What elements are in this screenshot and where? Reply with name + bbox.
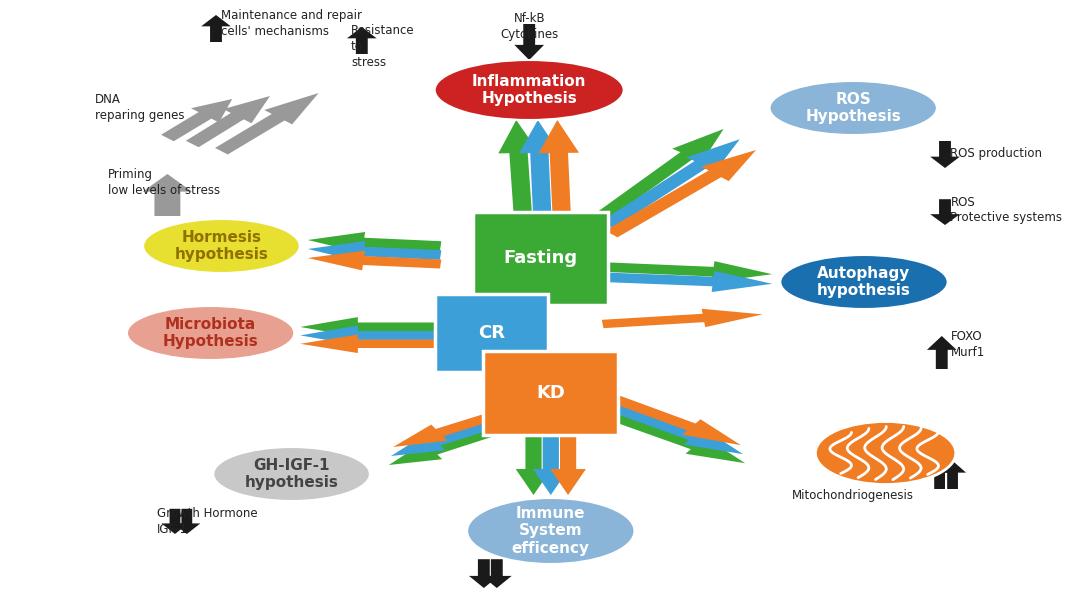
FancyArrow shape [602, 271, 772, 292]
FancyArrow shape [300, 335, 437, 353]
FancyArrow shape [534, 433, 569, 495]
FancyBboxPatch shape [484, 351, 618, 435]
FancyArrow shape [603, 401, 743, 454]
FancyArrow shape [201, 15, 231, 42]
Text: Immune
System
efficency: Immune System efficency [512, 506, 590, 556]
Text: Growth Hormone
IGF-1: Growth Hormone IGF-1 [157, 507, 257, 536]
FancyArrow shape [347, 27, 377, 54]
Text: DNA
reparing genes: DNA reparing genes [95, 93, 185, 122]
FancyArrow shape [143, 174, 192, 216]
FancyArrow shape [162, 509, 189, 534]
FancyArrow shape [927, 461, 953, 489]
FancyArrow shape [519, 120, 559, 213]
Text: Fasting: Fasting [503, 249, 577, 267]
Text: Mitochondriogenesis: Mitochondriogenesis [793, 489, 914, 502]
FancyArrow shape [930, 141, 960, 168]
Text: Nf-kB
Cytokines: Nf-kB Cytokines [500, 12, 558, 41]
FancyArrow shape [596, 129, 724, 219]
FancyArrow shape [161, 99, 232, 141]
Text: KD: KD [537, 384, 565, 402]
FancyArrow shape [308, 251, 442, 271]
Text: Resistance
to
stress: Resistance to stress [351, 24, 415, 69]
Ellipse shape [214, 447, 369, 501]
FancyArrow shape [602, 309, 762, 328]
FancyArrow shape [186, 96, 270, 147]
FancyArrow shape [605, 150, 756, 238]
Ellipse shape [143, 219, 300, 273]
FancyArrow shape [308, 232, 442, 253]
Text: Priming
low levels of stress: Priming low levels of stress [108, 168, 220, 197]
Ellipse shape [815, 421, 956, 485]
FancyBboxPatch shape [435, 294, 549, 372]
FancyArrow shape [551, 433, 585, 495]
FancyArrow shape [514, 24, 544, 60]
FancyArrow shape [498, 120, 539, 213]
FancyArrow shape [308, 241, 442, 262]
FancyBboxPatch shape [473, 211, 607, 305]
Ellipse shape [467, 498, 635, 564]
FancyArrow shape [930, 199, 960, 225]
Text: FOXO
Murf1: FOXO Murf1 [950, 331, 985, 359]
Text: Microbiota
Hypothesis: Microbiota Hypothesis [163, 317, 258, 349]
FancyArrow shape [391, 418, 503, 456]
FancyArrow shape [940, 461, 966, 489]
Text: ROS
Protective systems: ROS Protective systems [950, 196, 1063, 224]
Text: CR: CR [478, 324, 505, 342]
FancyArrow shape [389, 427, 499, 465]
Text: GH-IGF-1
hypothesis: GH-IGF-1 hypothesis [245, 458, 338, 490]
Text: Autophagy
hypothesis: Autophagy hypothesis [818, 266, 910, 298]
Text: ROS
Hypothesis: ROS Hypothesis [806, 92, 901, 124]
Ellipse shape [435, 60, 624, 120]
Ellipse shape [780, 255, 948, 309]
FancyArrow shape [300, 325, 437, 346]
FancyArrow shape [469, 559, 499, 588]
FancyArrow shape [482, 559, 512, 588]
FancyArrow shape [516, 433, 551, 495]
FancyArrow shape [602, 261, 772, 282]
FancyArrow shape [539, 120, 579, 213]
FancyArrow shape [393, 409, 507, 447]
Text: Hormesis
hypothesis: Hormesis hypothesis [175, 230, 268, 262]
Ellipse shape [127, 306, 294, 360]
FancyArrow shape [603, 410, 745, 463]
Text: Inflammation
Hypothesis: Inflammation Hypothesis [472, 74, 586, 106]
FancyArrow shape [300, 317, 437, 337]
FancyArrow shape [603, 392, 741, 445]
FancyArrow shape [215, 93, 319, 154]
FancyArrow shape [173, 509, 201, 534]
Text: Maintenance and repair
cells' mechanisms: Maintenance and repair cells' mechanisms [221, 9, 363, 38]
Ellipse shape [769, 81, 937, 135]
Text: ROS production: ROS production [950, 146, 1042, 160]
FancyArrow shape [600, 139, 740, 228]
FancyArrow shape [927, 336, 957, 369]
